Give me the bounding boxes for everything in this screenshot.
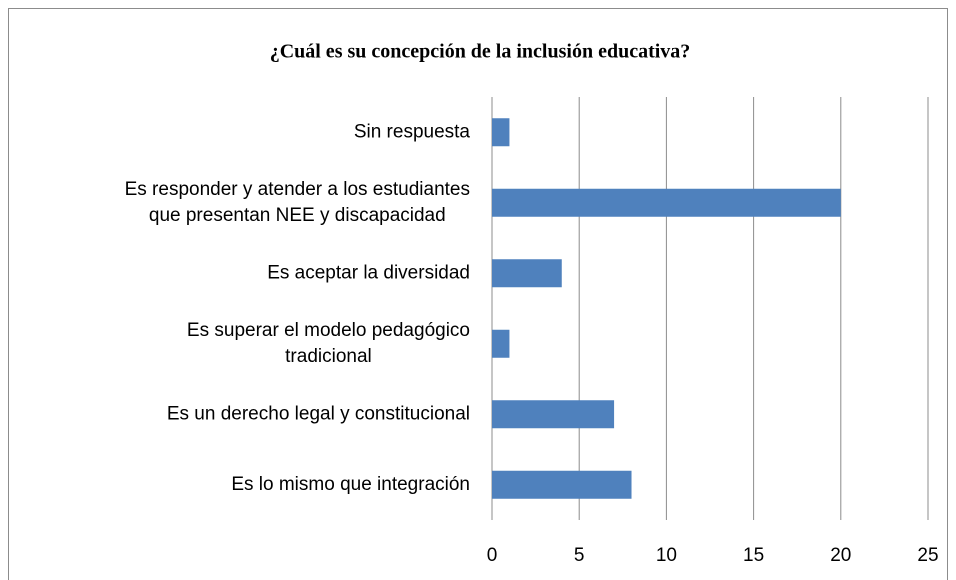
y-tick-label: Es un derecho legal y constitucional [167,403,470,424]
x-tick-label: 10 [656,545,677,566]
y-tick-label: Es lo mismo que integración [231,474,470,495]
y-tick-label: Es responder y atender a los estudiantes… [125,179,470,226]
bar [492,259,562,288]
chart-title: ¿Cuál es su concepción de la inclusión e… [270,41,691,63]
y-tick-label: Es superar el modelo pedagógico tradicion… [187,320,470,367]
bar [492,470,632,499]
bar [492,188,841,217]
bar [492,400,615,429]
x-tick-label: 0 [487,545,498,566]
y-tick-label: Es aceptar la diversidad [267,262,470,283]
bar [492,118,510,147]
x-tick-label: 25 [917,545,938,566]
y-tick-label: Sin respuesta [354,121,471,142]
chart-border [8,8,948,580]
x-tick-label: 5 [574,545,585,566]
x-tick-label: 20 [830,545,851,566]
x-tick-label: 15 [743,545,764,566]
bar [492,329,510,358]
